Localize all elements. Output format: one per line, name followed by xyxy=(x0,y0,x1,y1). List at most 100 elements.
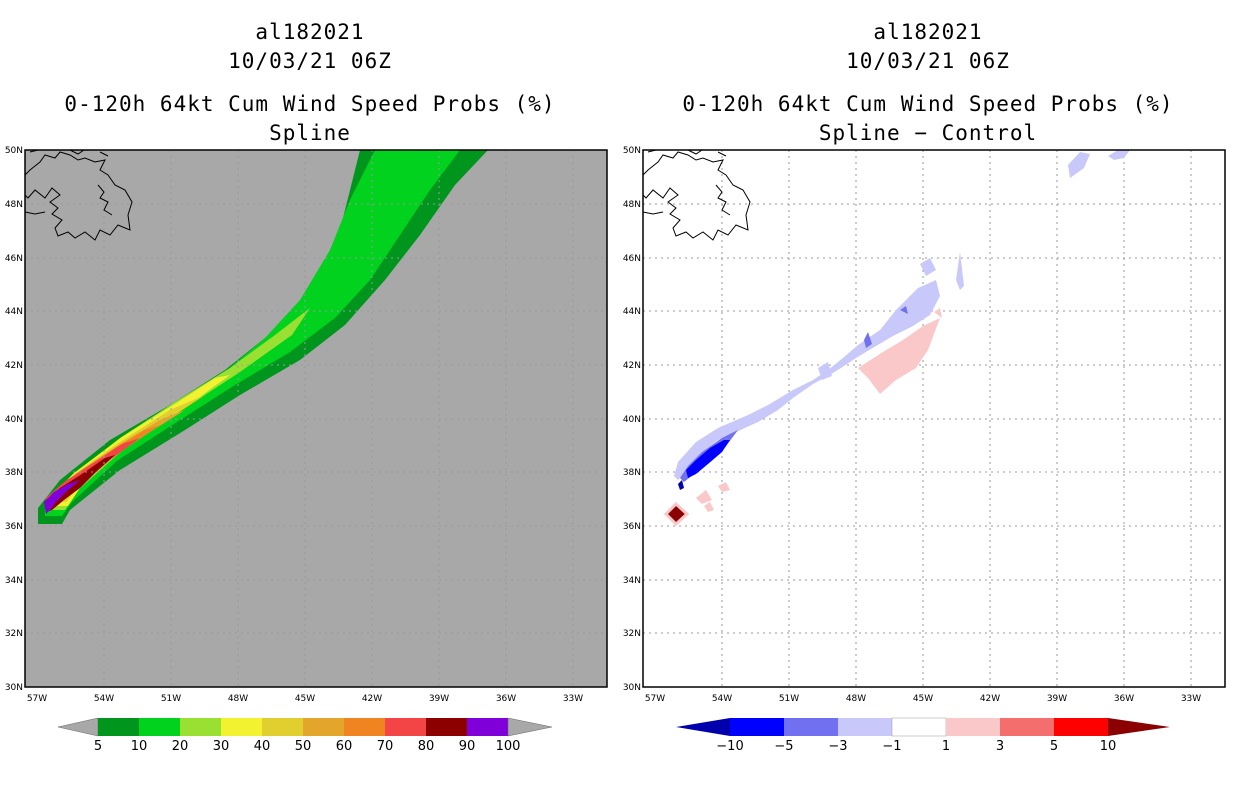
lat-label: 50N xyxy=(5,146,23,156)
right-colorbar-swatch xyxy=(838,718,892,736)
right-storm-id: al182021 xyxy=(873,20,983,44)
left-product: 0-120h 64kt Cum Wind Speed Probs (%) xyxy=(64,92,556,116)
right-colorbar-label: 1 xyxy=(942,739,950,754)
right-colorbar-label: 3 xyxy=(996,739,1004,754)
left-colorbar-label: 5 xyxy=(94,739,102,754)
left-colorbar-swatch xyxy=(221,718,262,736)
right-colorbar: −10 −5 −3 −1 1 3 5 10 xyxy=(676,717,1170,754)
lon-label: 36W xyxy=(496,694,516,704)
right-colorbar-swatch xyxy=(891,717,947,737)
left-colorbar-label: 30 xyxy=(213,739,230,754)
left-colorbar-swatch xyxy=(385,718,426,736)
right-map: 50N 48N 46N 44N 42N 40N 38N 36N 34N 32N … xyxy=(623,146,1226,704)
left-colorbar: 5 10 20 30 40 50 60 70 80 90 100 xyxy=(57,717,553,754)
right-colorbar-label: −3 xyxy=(828,739,847,754)
right-colorbar-swatch xyxy=(1054,718,1108,736)
lat-label: 44N xyxy=(623,307,641,317)
diff-pos-1-fleck xyxy=(934,308,942,318)
contour-80 xyxy=(44,455,115,512)
left-colorbar-swatch xyxy=(344,718,385,736)
lon-label: 36W xyxy=(1114,694,1134,704)
diff-neg-1-main xyxy=(674,280,940,480)
lon-label: 54W xyxy=(712,694,732,704)
left-colorbar-label: 70 xyxy=(377,739,394,754)
diff-pos-1-main xyxy=(858,318,940,394)
lat-label: 44N xyxy=(5,307,23,317)
diff-neg-1-upper xyxy=(1068,152,1090,178)
diff-neg-3-b xyxy=(900,306,908,314)
left-colorbar-swatch xyxy=(180,718,221,736)
lat-label: 38N xyxy=(5,468,23,478)
left-subtitle: Spline xyxy=(269,121,351,145)
lon-label: 48W xyxy=(228,694,248,704)
lat-label: 48N xyxy=(623,200,641,210)
lon-label: 33W xyxy=(563,694,583,704)
left-colorbar-low-arrow xyxy=(57,717,99,737)
lat-label: 38N xyxy=(623,468,641,478)
diff-neg-1-mid xyxy=(920,258,936,276)
left-title: al182021 10/03/21 06Z 0-120h 64kt Cum Wi… xyxy=(0,18,620,148)
lat-label: 32N xyxy=(623,629,641,639)
right-title: al182021 10/03/21 06Z 0-120h 64kt Cum Wi… xyxy=(618,18,1236,148)
lat-label: 30N xyxy=(5,683,23,693)
left-colorbar-swatch xyxy=(303,718,344,736)
left-colorbar-label: 20 xyxy=(172,739,189,754)
diff-pos-10-diamond xyxy=(663,501,690,527)
left-map-frame xyxy=(24,149,608,688)
lon-label: 57W xyxy=(27,694,47,704)
diff-neg-5-dot xyxy=(678,480,684,490)
lon-label: 42W xyxy=(980,694,1000,704)
diff-pos-1-south-b xyxy=(718,482,730,492)
left-gridlines xyxy=(25,150,607,687)
left-lon-labels: 57W 54W 51W 48W 45W 42W 39W 36W 33W xyxy=(27,694,583,704)
lat-label: 34N xyxy=(623,576,641,586)
lat-label: 48N xyxy=(5,200,23,210)
right-difference-contours xyxy=(663,150,1130,527)
lon-label: 51W xyxy=(161,694,181,704)
lat-label: 30N xyxy=(623,683,641,693)
lat-label: 36N xyxy=(623,522,641,532)
left-colorbar-label: 100 xyxy=(496,739,521,754)
lon-label: 54W xyxy=(94,694,114,704)
right-lon-labels: 57W 54W 51W 48W 45W 42W 39W 36W 33W xyxy=(645,694,1201,704)
lon-label: 45W xyxy=(295,694,315,704)
right-colorbar-label: −5 xyxy=(774,739,793,754)
left-colorbar-swatch xyxy=(426,718,467,736)
right-colorbar-swatch xyxy=(784,718,838,736)
right-subtitle: Spline − Control xyxy=(818,121,1038,145)
lon-label: 42W xyxy=(362,694,382,704)
diff-neg-5-core xyxy=(686,440,730,478)
lon-label: 45W xyxy=(913,694,933,704)
diff-neg-1-sliver xyxy=(956,252,964,290)
lat-label: 32N xyxy=(5,629,23,639)
lon-label: 48W xyxy=(846,694,866,704)
left-colorbar-label: 10 xyxy=(131,739,148,754)
left-colorbar-swatch xyxy=(98,718,139,736)
right-colorbar-label: 10 xyxy=(1100,739,1117,754)
right-colorbar-swatch xyxy=(730,718,784,736)
right-map-background xyxy=(643,150,1225,687)
lon-label: 39W xyxy=(1047,694,1067,704)
diff-pos-1-south-a xyxy=(696,490,712,504)
left-datetime: 10/03/21 06Z xyxy=(228,49,392,73)
lat-label: 42N xyxy=(5,361,23,371)
lat-label: 36N xyxy=(5,522,23,532)
right-colorbar-label: −10 xyxy=(716,739,743,754)
left-colorbar-swatch xyxy=(262,718,303,736)
diff-neg-3-a xyxy=(864,332,872,348)
lat-label: 40N xyxy=(5,415,23,425)
diff-pos-1-south-c xyxy=(704,502,714,512)
right-colorbar-swatch xyxy=(946,718,1000,736)
right-colorbar-label: 5 xyxy=(1050,739,1058,754)
left-storm-id: al182021 xyxy=(255,20,365,44)
lon-label: 57W xyxy=(645,694,665,704)
lat-label: 34N xyxy=(5,576,23,586)
left-colorbar-label: 50 xyxy=(295,739,312,754)
right-datetime: 10/03/21 06Z xyxy=(846,49,1010,73)
diff-neg-1-fleck xyxy=(818,362,832,380)
lat-label: 46N xyxy=(5,254,23,264)
left-map-background xyxy=(25,150,607,687)
diff-neg-1-upper2 xyxy=(1108,150,1130,160)
left-colorbar-swatch xyxy=(139,718,180,736)
left-colorbar-label: 90 xyxy=(459,739,476,754)
